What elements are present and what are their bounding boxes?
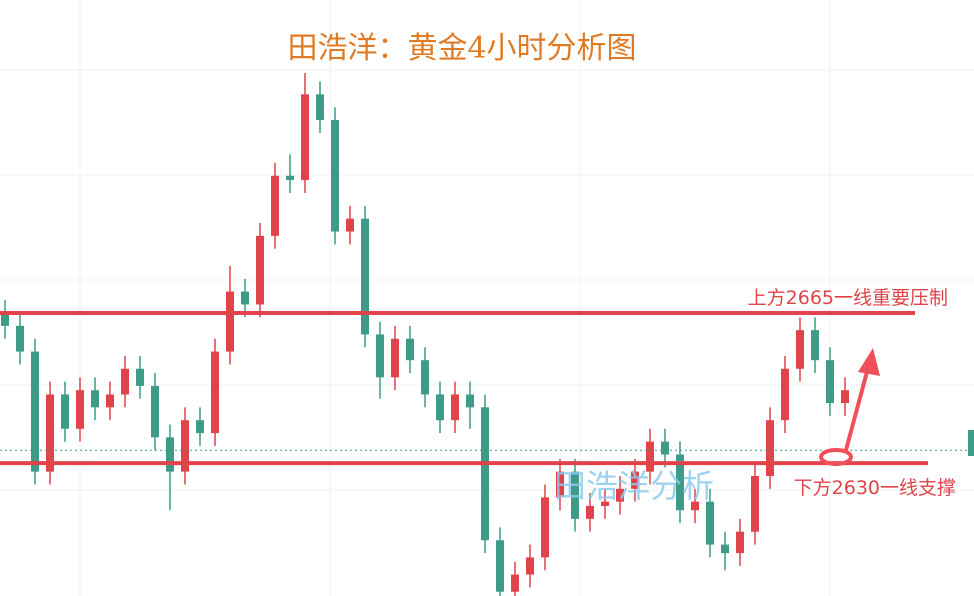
- level-label: 上方2665一线重要压制: [748, 287, 948, 309]
- candle-body: [421, 360, 429, 395]
- price-marker: [968, 430, 974, 456]
- candle-body: [166, 437, 174, 472]
- candle-body: [76, 390, 84, 429]
- candle-body: [481, 407, 489, 541]
- candle-body: [736, 531, 744, 554]
- candle-body: [406, 338, 414, 361]
- candle-body: [796, 330, 804, 369]
- candle-body: [541, 497, 549, 558]
- candle-body: [376, 334, 384, 378]
- candle-body: [16, 325, 24, 352]
- candle-body: [751, 475, 759, 532]
- candle-body: [616, 488, 624, 502]
- candle-body: [676, 454, 684, 511]
- candle-body: [256, 235, 264, 305]
- candle-body: [436, 394, 444, 421]
- candle-body: [811, 330, 819, 361]
- candle-body: [61, 394, 69, 429]
- candle-body: [841, 390, 849, 404]
- candle-body: [631, 471, 639, 489]
- candle-body: [361, 218, 369, 335]
- support-circle: [819, 448, 853, 466]
- candle-body: [466, 394, 474, 408]
- candle-body: [601, 501, 609, 506]
- candle-body: [661, 441, 669, 455]
- candle-body: [721, 544, 729, 554]
- candle-body: [706, 501, 714, 545]
- candle-body: [1, 313, 9, 326]
- chart-title: 田浩洋：黄金4小时分析图: [287, 31, 636, 66]
- candle-body: [571, 471, 579, 519]
- watermark: 田浩洋分析: [554, 467, 714, 505]
- candle-body: [826, 360, 834, 404]
- arrow-shaft: [844, 367, 870, 451]
- candle-body: [121, 368, 129, 395]
- candle-body: [346, 218, 354, 232]
- candle-body: [646, 441, 654, 472]
- candle-body: [526, 557, 534, 575]
- candle-body: [451, 394, 459, 421]
- candle-body: [781, 368, 789, 421]
- arrow-head: [858, 348, 880, 376]
- candle-body: [301, 94, 309, 181]
- candle-body: [31, 351, 39, 472]
- candle-body: [496, 540, 504, 592]
- candle-body: [226, 291, 234, 352]
- candle-body: [211, 351, 219, 434]
- candle-body: [271, 175, 279, 236]
- candle-body: [181, 420, 189, 472]
- candle-body: [391, 338, 399, 378]
- candle-body: [766, 420, 774, 476]
- candle-body: [691, 501, 699, 511]
- candle-body: [151, 385, 159, 438]
- candle-body: [511, 574, 519, 592]
- candle-body: [286, 175, 294, 181]
- candle-body: [556, 471, 564, 498]
- candle-body: [196, 420, 204, 434]
- candle-body: [586, 505, 594, 519]
- candle-body: [46, 394, 54, 472]
- level-label: 下方2630一线支撑: [794, 477, 956, 499]
- candle-body: [331, 120, 339, 232]
- candle-body: [91, 390, 99, 408]
- candle-body: [136, 368, 144, 386]
- candle-body: [106, 394, 114, 408]
- candle-body: [316, 94, 324, 121]
- candle-body: [241, 291, 249, 305]
- candles: [1, 72, 849, 596]
